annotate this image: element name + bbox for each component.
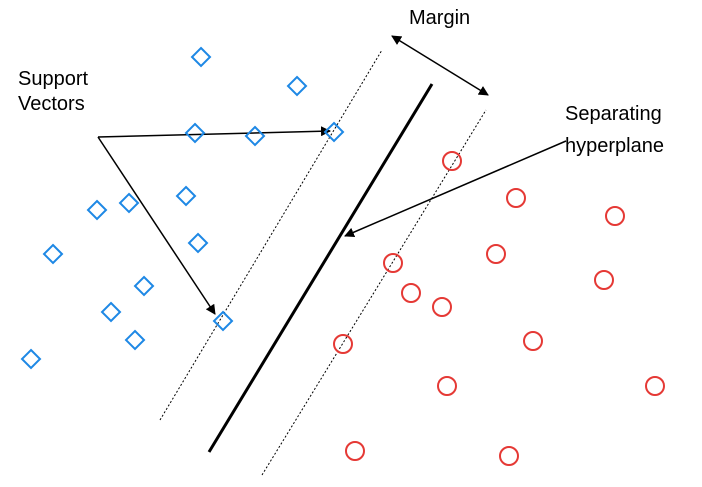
margin-label: Margin <box>409 7 470 29</box>
circle-icon <box>499 446 519 466</box>
diamond-icon <box>212 310 234 332</box>
diamond-icon <box>175 185 197 207</box>
circle-icon <box>442 151 462 171</box>
circle-icon <box>437 376 457 396</box>
circle-icon <box>345 441 365 461</box>
diamond-icon <box>42 243 64 265</box>
circle-icon <box>594 270 614 290</box>
margin-arrow <box>391 35 489 96</box>
circle-icon <box>401 283 421 303</box>
support-vector-arrow-upper <box>97 126 331 138</box>
hyperplane-arrow <box>344 140 567 238</box>
diamond-icon <box>184 122 206 144</box>
diamond-icon <box>187 232 209 254</box>
support-vectors-label-line1: Support <box>18 68 88 90</box>
diamond-icon <box>124 329 146 351</box>
circle-icon <box>506 188 526 208</box>
circle-icon <box>486 244 506 264</box>
circle-icon <box>523 331 543 351</box>
diamond-icon <box>100 301 122 323</box>
class-a-points <box>20 46 345 370</box>
diamond-icon <box>133 275 155 297</box>
support-vectors-label-line2: Vectors <box>18 93 85 115</box>
diamond-icon <box>286 75 308 97</box>
circle-icon <box>333 334 353 354</box>
support-vector-arrow-lower <box>97 136 216 315</box>
separating-hyperplane-label-line1: Separating <box>565 103 662 125</box>
diamond-icon <box>244 125 266 147</box>
diamond-icon <box>190 46 212 68</box>
separating-hyperplane-line <box>207 83 434 453</box>
circle-icon <box>432 297 452 317</box>
circle-icon <box>383 253 403 273</box>
diamond-icon <box>118 192 140 214</box>
separating-hyperplane-label-line2: hyperplane <box>565 135 664 157</box>
class-b-points <box>333 151 665 466</box>
diamond-icon <box>323 121 345 143</box>
margin-boundary-right <box>261 109 487 476</box>
diamond-icon <box>86 199 108 221</box>
diamond-icon <box>20 348 42 370</box>
circle-icon <box>645 376 665 396</box>
circle-icon <box>605 206 625 226</box>
